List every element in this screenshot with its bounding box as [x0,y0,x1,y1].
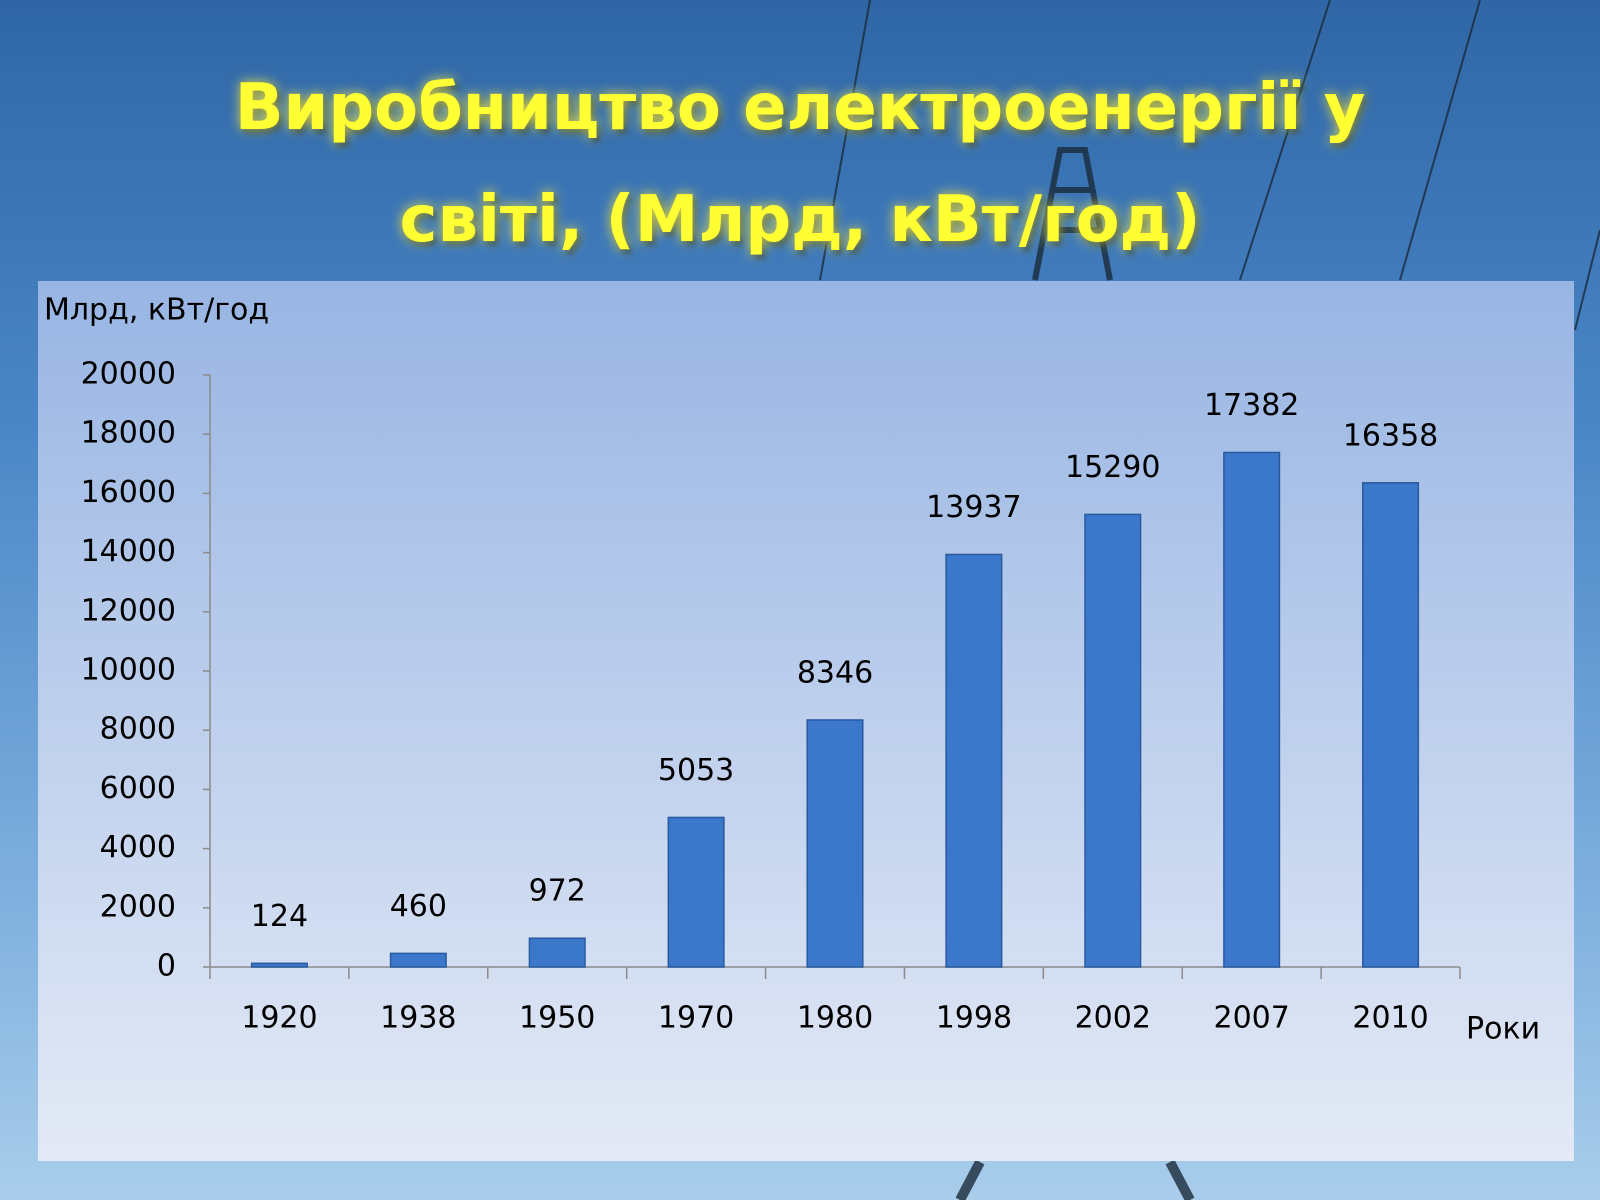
bar [250,962,308,968]
bar [528,937,586,968]
data-label: 17382 [1204,388,1299,423]
bar [945,553,1003,968]
x-tick-label: 1938 [380,1001,456,1036]
data-label: 124 [251,899,308,934]
y-tick-label: 14000 [81,534,176,569]
y-tick-label: 18000 [81,416,176,451]
y-tick-label: 12000 [81,593,176,628]
data-label: 8346 [797,655,873,690]
y-tick-label: 20000 [81,357,176,392]
bar [806,719,864,968]
x-tick-label: 2007 [1213,1001,1289,1036]
x-tick-label: 1970 [658,1001,734,1036]
y-tick-label: 6000 [100,771,176,806]
data-label: 5053 [658,753,734,788]
y-tick-label: 2000 [100,889,176,924]
chart-panel [38,281,1574,1161]
x-tick-label: 2010 [1352,1001,1428,1036]
y-tick-label: 0 [157,949,176,984]
data-label: 460 [390,889,447,924]
decoration [819,0,1600,1200]
y-tick-label: 16000 [81,475,176,510]
bar [1362,482,1420,968]
data-label: 13937 [926,490,1021,525]
bar [1223,451,1281,968]
y-tick-label: 8000 [100,712,176,747]
y-tick-label: 4000 [100,830,176,865]
data-label: 15290 [1065,450,1160,485]
x-axis-label: Роки [1466,1012,1540,1047]
bar [1084,513,1142,968]
x-tick-label: 2002 [1075,1001,1151,1036]
y-axis-label: Млрд, кВт/год [44,293,269,328]
y-tick-label: 10000 [81,653,176,688]
x-tick-label: 1920 [241,1001,317,1036]
x-tick-label: 1998 [936,1001,1012,1036]
bar [389,952,447,968]
x-tick-label: 1980 [797,1001,873,1036]
data-label: 972 [529,874,586,909]
chart-title: Виробництво електроенергії у світі, (Млр… [234,71,1366,257]
data-label: 16358 [1343,418,1438,453]
bar [667,816,725,968]
x-tick-label: 1950 [519,1001,595,1036]
